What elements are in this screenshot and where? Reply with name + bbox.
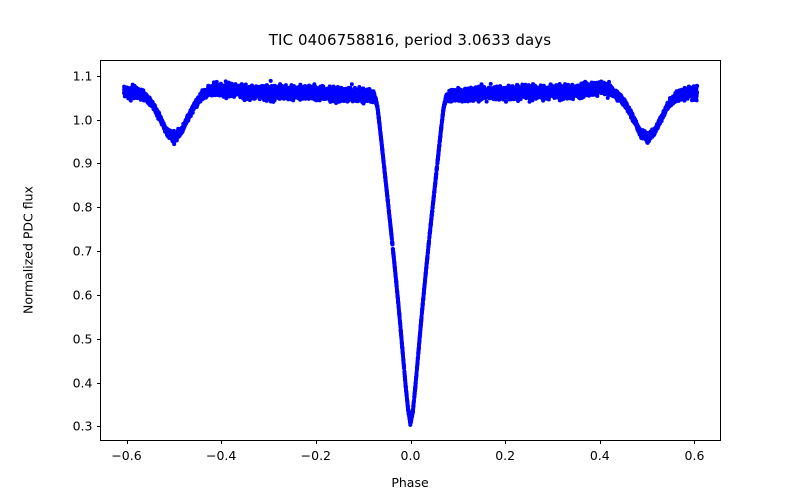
data-point: [394, 282, 399, 287]
data-point: [268, 78, 273, 83]
data-point: [381, 155, 386, 160]
data-point: [414, 366, 419, 371]
data-point: [413, 381, 418, 386]
data-point: [375, 107, 380, 112]
data-point: [402, 369, 407, 374]
chart-title: TIC 0406758816, period 3.0633 days: [268, 31, 552, 49]
data-point: [403, 384, 408, 389]
data-point: [414, 372, 419, 377]
data-point: [415, 358, 420, 363]
data-point: [390, 242, 395, 247]
data-point: [428, 229, 433, 234]
axes-frame: [100, 60, 721, 441]
data-point: [421, 291, 426, 296]
data-point: [428, 221, 433, 226]
data-point: [349, 82, 354, 87]
data-point: [385, 199, 390, 204]
data-point: [430, 209, 435, 214]
x-axis-label: Phase: [391, 475, 429, 490]
data-point: [434, 172, 439, 177]
data-points-group: [121, 78, 700, 427]
axes-spines: [100, 60, 721, 441]
data-point: [411, 399, 416, 404]
data-point: [398, 324, 403, 329]
data-point: [389, 233, 394, 238]
data-point: [424, 262, 429, 267]
data-point: [438, 136, 443, 141]
data-point: [385, 193, 390, 198]
data-point: [399, 335, 404, 340]
data-point: [172, 142, 177, 147]
data-point: [425, 248, 430, 253]
data-point: [393, 273, 398, 278]
data-point: [395, 290, 400, 295]
data-point: [417, 335, 422, 340]
data-point: [433, 180, 438, 185]
data-point: [396, 303, 401, 308]
data-point: [423, 272, 428, 277]
data-point: [384, 182, 389, 187]
data-point: [418, 329, 423, 334]
data-point: [404, 393, 409, 398]
data-point: [427, 239, 432, 244]
data-point: [417, 342, 422, 347]
data-point: [400, 353, 405, 358]
data-point: [128, 98, 133, 103]
data-point: [434, 164, 439, 169]
axis-ticks: [97, 76, 695, 444]
data-point: [430, 202, 435, 207]
